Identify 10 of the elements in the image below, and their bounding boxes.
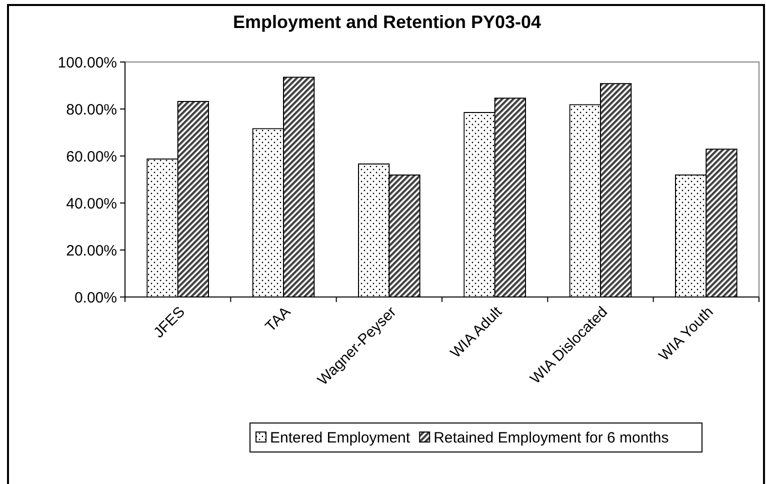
x-tick-label: TAA — [262, 304, 294, 336]
y-tick-label: 40.00% — [66, 195, 117, 212]
legend-label: Entered Employment — [270, 429, 411, 446]
legend-label: Retained Employment for 6 months — [434, 429, 669, 446]
chart-title: Employment and Retention PY03-04 — [232, 12, 542, 32]
y-tick-label: 20.00% — [66, 242, 117, 260]
y-tick-label: 0.00% — [74, 289, 117, 306]
y-tick-label: 60.00% — [66, 148, 117, 166]
y-tick-label: 80.00% — [66, 101, 117, 118]
y-tick-label: 100.00% — [58, 54, 117, 72]
